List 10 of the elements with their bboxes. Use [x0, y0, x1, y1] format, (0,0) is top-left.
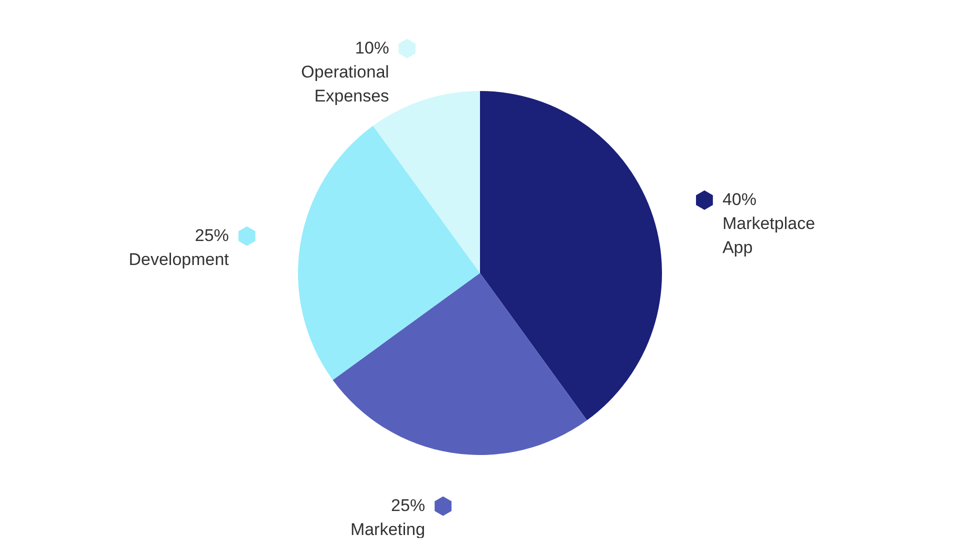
data-label: 40%	[722, 190, 756, 210]
slice-label: Marketplace App	[722, 214, 816, 258]
slice-label: Operational Expenses	[301, 62, 390, 106]
data-label: 25%	[194, 226, 229, 246]
data-label: 25%	[391, 496, 426, 516]
pie-slice	[332, 273, 587, 455]
pie-slice	[480, 91, 662, 420]
slice-label: Development	[128, 250, 230, 270]
data-label: 10%	[355, 38, 390, 58]
pie-slice	[298, 126, 480, 380]
